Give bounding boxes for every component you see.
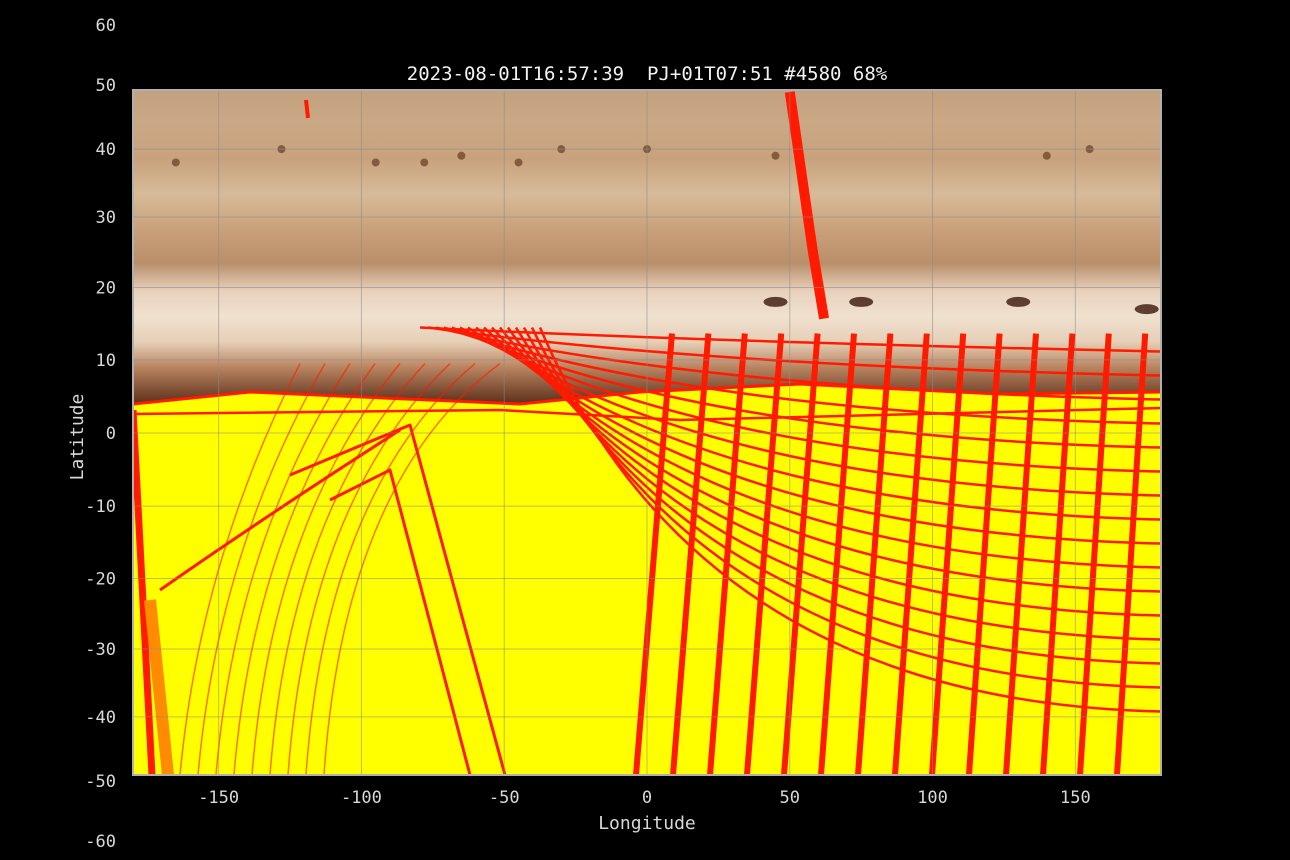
y-tick-label: -10 [85,497,116,517]
footprint-arc [233,363,376,775]
x-tick-label: -100 [341,788,382,808]
footprint-strip [818,333,857,775]
y-tick-label: 0 [106,424,116,444]
x-tick-label: -150 [198,788,239,808]
footprint-strip [1040,333,1076,775]
footprint-strip [1114,333,1149,775]
footprint-arc [269,363,426,775]
y-axis-label: Latitude [67,394,88,481]
y-tick-label: -30 [85,640,116,660]
y-tick-label: -60 [85,832,116,852]
footprint-strip [855,333,894,775]
gridlines [133,90,1161,775]
y-tick-label: 40 [96,140,116,160]
storm-spots [171,145,1159,315]
footprint-arc [287,362,451,775]
footprint-strip [707,333,748,775]
footprint-wedge [289,423,507,775]
storm-spot [1042,151,1051,160]
y-tick-label: -20 [85,569,116,589]
y-tick-label: 20 [96,279,116,299]
storm-spot [849,296,874,307]
storm-spot [171,158,180,167]
footprint-track [304,99,310,119]
y-tick-label: -50 [85,772,116,792]
storm-spot [763,296,788,307]
x-axis-label: Longitude [598,813,696,834]
x-tick-label: 50 [780,788,800,808]
axes-frame [132,89,1162,776]
x-axis: -150 -100 -50 0 50 100 150 [198,788,1091,808]
footprint-arc [443,326,1161,425]
y-tick-label: 60 [96,16,116,36]
storm-spot [420,158,429,167]
footprint-strip [929,333,967,775]
footprint-strip [670,333,712,775]
footprint-wedge [159,428,401,592]
footprint-strip [144,599,174,775]
plot-area [133,90,1161,775]
footprint-strip [892,333,930,775]
footprint-arc [459,326,1161,473]
storm-spot [457,151,466,160]
footprint-strip [1077,333,1112,775]
footprint-wedge [329,468,472,775]
y-tick-label: -40 [85,708,116,728]
storm-spot [514,158,523,167]
storm-spot [371,158,380,167]
footprint-arc [530,326,1161,689]
storm-spot [1134,304,1159,315]
storm-spot [771,151,780,160]
chart-title: 2023-08-01T16:57:39 PJ+01T07:51 #4580 68… [407,63,888,85]
storm-spot [1006,296,1031,307]
footprint-arc [538,327,1161,713]
footprint-track [784,91,829,320]
x-tick-label: 100 [917,788,948,808]
y-axis: 60 50 40 30 20 10 0 -10 -20 -30 -40 -50 -60 [85,16,116,852]
footprint-arc [435,326,1161,401]
red-observation-grid [133,91,1161,775]
x-tick-label: -50 [489,788,520,808]
x-tick-label: 150 [1060,788,1091,808]
footprint-arc [197,363,326,775]
y-tick-label: 10 [96,351,116,371]
footprint-strip [1003,333,1039,775]
footprint-arc [323,362,501,775]
footprint-boundary [133,406,1161,422]
footprint-arc [251,363,401,775]
y-tick-label: 50 [96,76,116,96]
y-tick-label: 30 [96,208,116,228]
footprint-strip [633,333,675,775]
x-tick-label: 0 [642,788,652,808]
footprint-boundary [133,382,1161,406]
footprint-strip [133,409,156,775]
footprint-arc [451,326,1161,449]
